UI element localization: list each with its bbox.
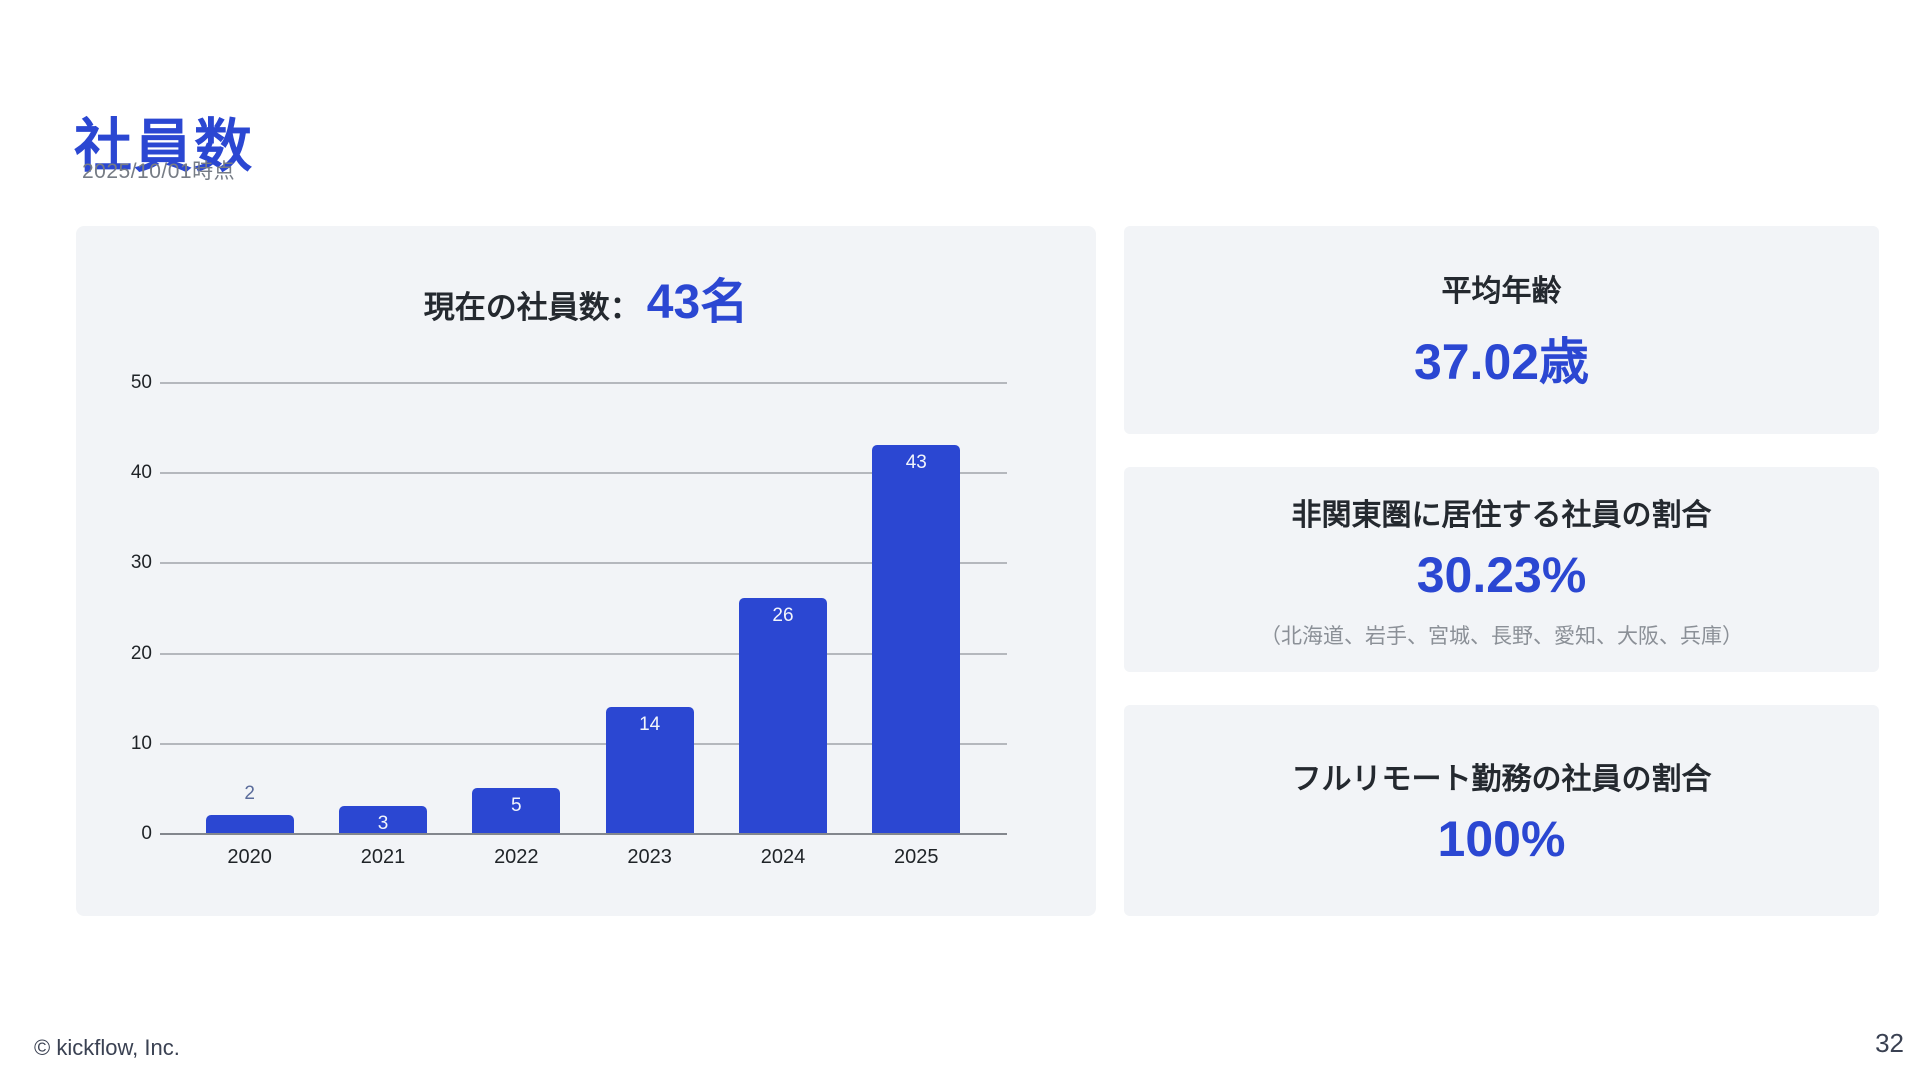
bar-value-label: 14 [639, 713, 661, 735]
x-axis-label: 2023 [627, 846, 672, 868]
bar-value-label: 43 [905, 452, 927, 474]
x-axis-label: 2022 [494, 846, 539, 868]
bar-slot: 43 [850, 382, 983, 833]
y-tick-label: 20 [130, 642, 152, 664]
bar-slot: 2 [183, 382, 316, 833]
bar-2022: 5 [472, 787, 561, 833]
page-title: 社員数 [74, 113, 255, 179]
x-axis-label: 2021 [360, 846, 406, 868]
stat-note: （北海道、岩手、宮城、長野、愛知、大阪、兵庫） [1260, 624, 1743, 648]
chart-title-value: 43名 [646, 276, 749, 329]
bar-value-label: 5 [511, 794, 522, 816]
stat-card: 平均年齢 37.02歳 [1124, 226, 1879, 434]
page-number: 32 [1875, 1028, 1904, 1058]
y-tick-label: 40 [130, 462, 152, 484]
bar-chart: 2 3 5 14 26 43 2020 2021 2022 2023 2024 2025 0 10 20… [76, 226, 1096, 916]
bar-series: 2 3 5 14 26 43 [183, 382, 983, 834]
bar-slot: 26 [716, 382, 849, 833]
bar-2021: 3 [338, 805, 427, 834]
stat-value: 37.02歳 [1413, 334, 1590, 390]
y-tick-label: 50 [130, 372, 152, 393]
stats-column: 平均年齢 37.02歳非関東圏に居住する社員の割合 30.23% （北海道、岩手、宮城… [1124, 0, 1879, 1080]
bar-2020: 2 [205, 783, 294, 833]
gridline [160, 742, 1007, 745]
bar-value-label: 3 [377, 812, 389, 834]
bar-2024: 26 [738, 598, 827, 833]
stat-label: 平均年齢 [1441, 275, 1562, 308]
y-tick-label: 0 [141, 823, 152, 844]
chart-title: 現在の社員数： 43名 [76, 262, 1096, 332]
bar-value-label: 2 [244, 782, 255, 804]
employee-chart-panel: 現在の社員数： 43名 2 3 5 14 26 43 2020 2021 2022 2023 20… [76, 226, 1096, 916]
x-axis-label: 2024 [760, 846, 806, 868]
stat-label: フルリモート勤務の社員の割合 [1291, 762, 1712, 796]
bar-slot: 5 [450, 382, 583, 833]
stat-label: 非関東圏に居住する社員の割合 [1291, 498, 1712, 532]
x-axis-line [160, 833, 1007, 835]
stat-value: 100% [1437, 810, 1566, 867]
y-tick-label: 10 [130, 732, 152, 754]
copyright: © kickflow, Inc. [34, 1035, 180, 1060]
bar-slot: 3 [316, 382, 449, 834]
x-axis-label: 2025 [894, 846, 939, 868]
y-tick-label: 30 [130, 552, 152, 574]
bar-value-label: 26 [772, 605, 794, 627]
chart-title-label: 現在の社員数： [423, 290, 641, 325]
bar-2023: 14 [605, 706, 694, 833]
gridline [160, 562, 1007, 565]
gridline [160, 652, 1007, 655]
bar-slot: 14 [583, 382, 716, 833]
stat-card: フルリモート勤務の社員の割合 100% [1124, 705, 1879, 916]
gridline [160, 472, 1007, 475]
stat-value: 30.23% [1416, 546, 1587, 603]
gridline [160, 382, 1007, 384]
x-axis-labels: 2020 2021 2022 2023 2024 2025 [183, 846, 983, 869]
x-axis-label: 2020 [227, 846, 272, 868]
page-subtitle: 2025/10/01時点 [82, 160, 236, 183]
stat-card: 非関東圏に居住する社員の割合 30.23% （北海道、岩手、宮城、長野、愛知、大阪、… [1124, 467, 1879, 672]
bar-2025: 43 [872, 445, 961, 833]
